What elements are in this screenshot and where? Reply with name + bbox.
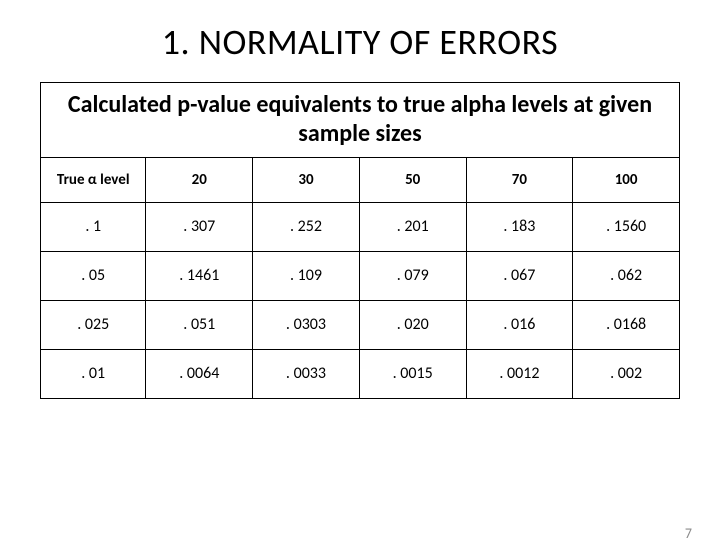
header-cell: 20 — [146, 157, 253, 202]
cell: . 1560 — [573, 202, 680, 251]
cell: . 079 — [359, 251, 466, 300]
table-row: . 1 . 307 . 252 . 201 . 183 . 1560 — [41, 202, 680, 251]
cell: . 062 — [573, 251, 680, 300]
page-title: 1. NORMALITY OF ERRORS — [0, 20, 720, 64]
cell: . 05 — [41, 251, 146, 300]
table-row: . 025 . 051 . 0303 . 020 . 016 . 0168 — [41, 300, 680, 349]
cell: . 1461 — [146, 251, 253, 300]
cell: . 109 — [253, 251, 360, 300]
cell: . 1 — [41, 202, 146, 251]
table-row: . 01 . 0064 . 0033 . 0015 . 0012 . 002 — [41, 349, 680, 398]
header-cell: 70 — [466, 157, 573, 202]
cell: . 01 — [41, 349, 146, 398]
header-cell: 100 — [573, 157, 680, 202]
cell: . 0015 — [359, 349, 466, 398]
table-row: . 05 . 1461 . 109 . 079 . 067 . 062 — [41, 251, 680, 300]
cell: . 307 — [146, 202, 253, 251]
cell: . 0303 — [253, 300, 360, 349]
table-container: Calculated p-value equivalents to true a… — [40, 82, 680, 399]
table-caption: Calculated p-value equivalents to true a… — [41, 83, 680, 158]
cell: . 020 — [359, 300, 466, 349]
slide: 1. NORMALITY OF ERRORS Calculated p-valu… — [0, 20, 720, 560]
header-row: True α level 20 30 50 70 100 — [41, 157, 680, 202]
header-cell: 30 — [253, 157, 360, 202]
cell: . 0033 — [253, 349, 360, 398]
cell: . 0012 — [466, 349, 573, 398]
cell: . 067 — [466, 251, 573, 300]
cell: . 0064 — [146, 349, 253, 398]
page-number: 7 — [685, 525, 692, 542]
header-cell: True α level — [41, 157, 146, 202]
cell: . 252 — [253, 202, 360, 251]
header-cell: 50 — [359, 157, 466, 202]
cell: . 183 — [466, 202, 573, 251]
cell: . 0168 — [573, 300, 680, 349]
cell: . 201 — [359, 202, 466, 251]
cell: . 025 — [41, 300, 146, 349]
caption-row: Calculated p-value equivalents to true a… — [41, 83, 680, 158]
cell: . 016 — [466, 300, 573, 349]
pvalue-table: Calculated p-value equivalents to true a… — [40, 82, 680, 399]
cell: . 051 — [146, 300, 253, 349]
cell: . 002 — [573, 349, 680, 398]
